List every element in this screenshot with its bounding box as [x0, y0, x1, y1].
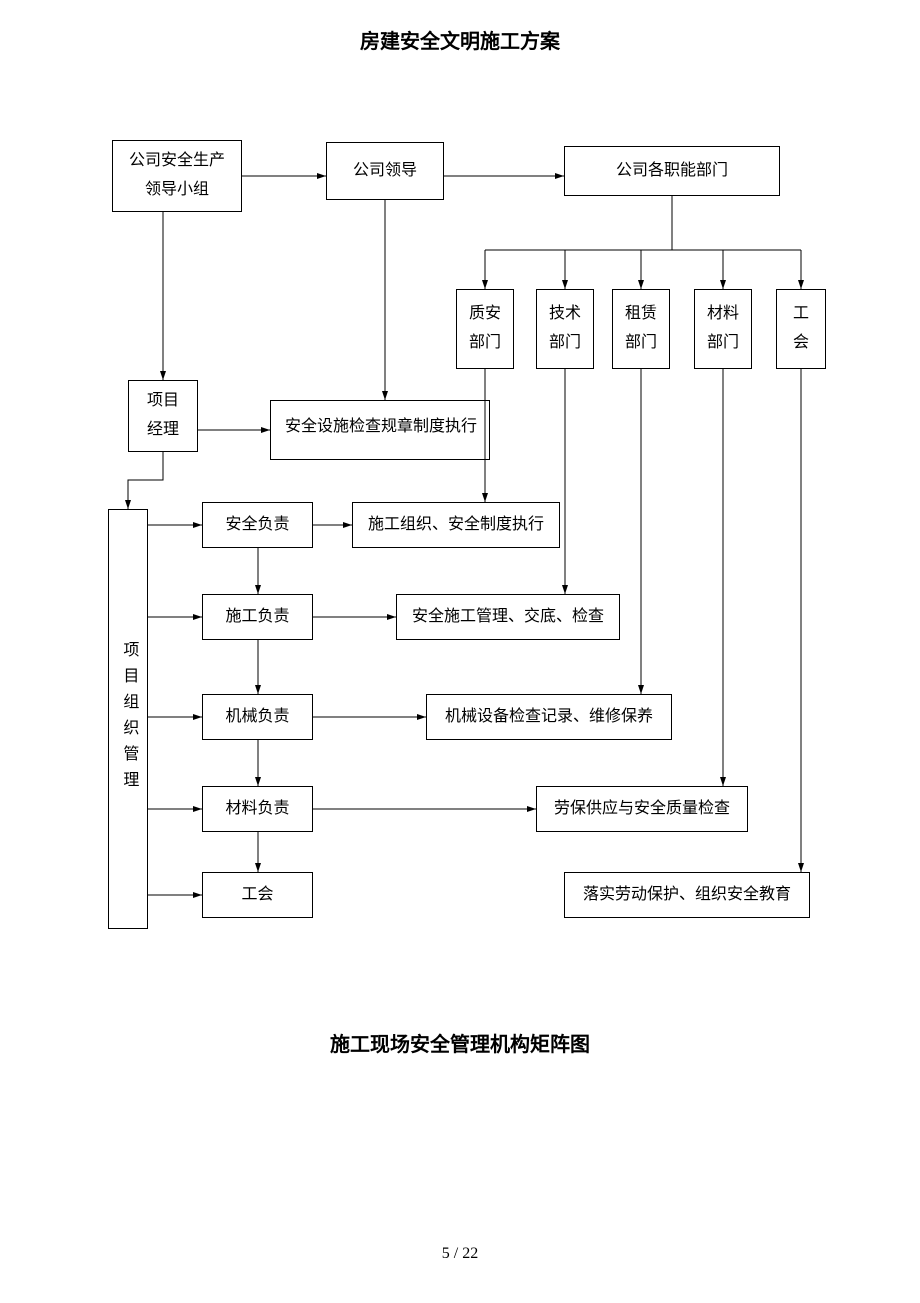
- node-n_lead_group: 公司安全生产领导小组: [112, 140, 242, 212]
- node-label: 施工负责: [225, 603, 289, 632]
- node-n_edu: 落实劳动保护、组织安全教育: [564, 872, 810, 918]
- node-n_safe_exec: 施工组织、安全制度执行: [352, 502, 560, 548]
- node-label: 安全负责: [225, 511, 289, 540]
- node-label: 公司各职能部门: [616, 157, 728, 186]
- node-label: 安全设施检查规章制度执行: [285, 413, 477, 442]
- node-label: 材料部门: [707, 300, 739, 358]
- node-label: 质安部门: [469, 300, 501, 358]
- node-n_mat: 材料部门: [694, 289, 752, 369]
- node-n_safe_resp: 安全负责: [202, 502, 313, 548]
- node-label: 项目组织管理: [114, 641, 143, 797]
- node-n_qa: 质安部门: [456, 289, 514, 369]
- edge: [128, 452, 163, 509]
- node-label: 劳保供应与安全质量检查: [554, 795, 730, 824]
- diagram-caption: 施工现场安全管理机构矩阵图: [0, 1028, 920, 1057]
- node-label: 施工组织、安全制度执行: [368, 511, 544, 540]
- page-footer: 5 / 22: [0, 1245, 920, 1263]
- node-n_pm: 项目经理: [128, 380, 198, 452]
- node-n_rent: 租赁部门: [612, 289, 670, 369]
- node-label: 工会: [241, 881, 273, 910]
- node-label: 公司领导: [353, 157, 417, 186]
- node-n_leader: 公司领导: [326, 142, 444, 200]
- node-n_mech_check: 机械设备检查记录、维修保养: [426, 694, 672, 740]
- node-label: 材料负责: [225, 795, 289, 824]
- node-n_mech_resp: 机械负责: [202, 694, 313, 740]
- node-label: 租赁部门: [625, 300, 657, 358]
- node-label: 安全施工管理、交底、检查: [412, 603, 604, 632]
- node-n_union2: 工会: [202, 872, 313, 918]
- node-n_union: 工会: [776, 289, 826, 369]
- node-n_inspect: 安全设施检查规章制度执行: [270, 400, 490, 460]
- node-label: 技术部门: [549, 300, 581, 358]
- node-n_tech: 技术部门: [536, 289, 594, 369]
- node-n_cons_mgmt: 安全施工管理、交底、检查: [396, 594, 620, 640]
- node-n_depts: 公司各职能部门: [564, 146, 780, 196]
- page-title: 房建安全文明施工方案: [0, 25, 920, 54]
- node-n_proj_org: 项目组织管理: [108, 509, 148, 929]
- node-label: 机械负责: [225, 703, 289, 732]
- node-label: 公司安全生产领导小组: [129, 147, 225, 205]
- node-label: 项目经理: [147, 387, 179, 445]
- node-label: 机械设备检查记录、维修保养: [445, 703, 653, 732]
- node-label: 工会: [793, 300, 809, 358]
- node-n_cons_resp: 施工负责: [202, 594, 313, 640]
- node-n_labor: 劳保供应与安全质量检查: [536, 786, 748, 832]
- node-label: 落实劳动保护、组织安全教育: [583, 881, 791, 910]
- node-n_mat_resp: 材料负责: [202, 786, 313, 832]
